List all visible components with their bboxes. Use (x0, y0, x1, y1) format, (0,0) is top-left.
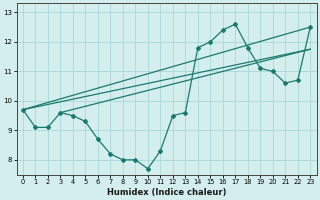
X-axis label: Humidex (Indice chaleur): Humidex (Indice chaleur) (107, 188, 226, 197)
